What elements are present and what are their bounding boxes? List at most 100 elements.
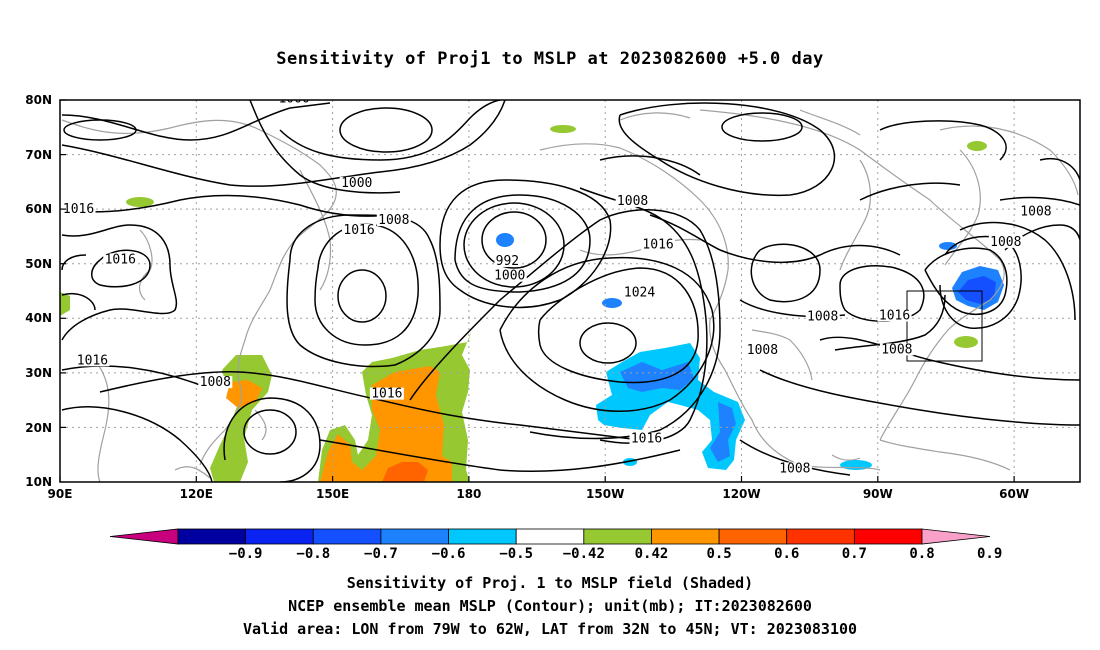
colorbar-swatch: [245, 528, 314, 545]
contour-label: 1008: [777, 461, 812, 476]
caption-line-3: Valid area: LON from 79W to 62W, LAT fro…: [242, 620, 858, 638]
colorbar-label: 0.9: [977, 546, 1002, 562]
colorbar-swatch: [448, 528, 517, 545]
contour-label-text: 1016: [343, 223, 374, 238]
contour-label: 1008: [805, 310, 840, 325]
contour-label-text: 1008: [779, 461, 810, 476]
lat-label: 20N: [25, 421, 52, 435]
lon-label: 120E: [180, 487, 213, 501]
lon-label: 90W: [863, 487, 893, 501]
mslp-contours: [61, 100, 1080, 482]
contour-label-text: 1008: [881, 342, 912, 357]
contour-label: 1016: [629, 431, 664, 446]
contour-label-text: 1016: [63, 202, 94, 217]
axis-ticks: [59, 99, 1015, 482]
contour-label: 1016: [75, 353, 110, 368]
lat-label: 70N: [25, 148, 52, 162]
lat-label: 10N: [25, 475, 52, 489]
colorbar-label: −0.9: [229, 546, 263, 562]
contour-label-text: 1000: [494, 269, 525, 284]
negative-sensitivity-region: [496, 233, 514, 247]
lon-label: 150E: [316, 487, 349, 501]
colorbar-label: −0.7: [364, 546, 398, 562]
lon-label: 90E: [48, 487, 73, 501]
colorbar-arrow-low: [109, 528, 179, 545]
plot-frame: [59, 99, 1081, 483]
contour-label-text: 1016: [879, 309, 910, 324]
contour-label-text: 1024: [624, 286, 655, 301]
lon-label: 180: [456, 487, 481, 501]
colorbar-label: 0.6: [774, 546, 799, 562]
positive-sensitivity-region: [954, 336, 978, 348]
contour-label-text: 1008: [990, 235, 1021, 250]
colorbar-label: −0.42: [563, 546, 605, 562]
colorbar-swatch: [380, 528, 449, 545]
lat-label: 80N: [25, 93, 52, 107]
contour-label: 1008: [745, 343, 780, 358]
negative-sensitivity-region: [620, 362, 694, 392]
negative-sensitivity-region: [710, 402, 736, 462]
colorbar-label: −0.8: [296, 546, 330, 562]
contour-label: 1016: [641, 238, 676, 253]
lat-label: 40N: [25, 311, 52, 325]
lat-label: 50N: [25, 257, 52, 271]
contour-label-text: 1000: [341, 176, 372, 191]
contour-label: 1008: [376, 213, 411, 228]
colorbar-swatch: [515, 528, 585, 545]
contour-label-text: 1008: [617, 194, 648, 209]
contour-label: 1024: [622, 286, 657, 301]
colorbar-label: 0.8: [909, 546, 934, 562]
positive-sensitivity-region: [382, 462, 428, 482]
positive-sensitivity-region: [60, 292, 70, 316]
colorbar-swatch: [312, 528, 382, 545]
contour-label-text: 1016: [105, 252, 136, 267]
colorbar-swatch: [853, 528, 923, 545]
colorbar-label: 0.5: [706, 546, 731, 562]
contour-label: 1016: [877, 309, 912, 324]
colorbar-label: 0.7: [842, 546, 867, 562]
contour-label: 1008: [988, 235, 1023, 250]
contour-label-text: 1008: [378, 213, 409, 228]
contour-label-text: 1008: [807, 310, 838, 325]
lat-label: 30N: [25, 366, 52, 380]
contour-label: 1008: [879, 342, 914, 357]
contour-label-text: 1008: [200, 375, 231, 390]
lon-label: 120W: [722, 487, 760, 501]
latitude-labels: 80N 70N 60N 50N 40N 30N 20N 10N: [25, 93, 52, 489]
positive-sensitivity-region: [320, 366, 452, 482]
contour-label: 1008: [1018, 204, 1053, 219]
lat-label: 60N: [25, 202, 52, 216]
colorbar-swatch: [718, 528, 788, 545]
grid-lines: [60, 100, 1080, 482]
caption-line-2: NCEP ensemble mean MSLP (Contour); unit(…: [288, 597, 812, 615]
colorbar: −0.9 −0.8 −0.7 −0.6 −0.5 −0.42 0.42 0.5 0.6 0.7 0.…: [109, 528, 1002, 562]
contour-label-text: 1016: [77, 353, 108, 368]
positive-sensitivity-region: [967, 141, 987, 151]
contour-label: 1000: [339, 176, 374, 191]
colorbar-swatch: [651, 528, 720, 545]
coastlines: [61, 109, 1079, 482]
contour-label: 1016: [342, 223, 377, 238]
contour-label-text: 1000: [278, 91, 309, 106]
colorbar-arrow-high: [921, 528, 991, 545]
contour-label: 1008: [198, 375, 233, 390]
longitude-labels: 90E 120E 150E 180 150W 120W 90W 60W: [48, 487, 1030, 501]
colorbar-label: −0.5: [499, 546, 533, 562]
contour-label: 992: [494, 254, 521, 269]
contour-label-text: 1016: [371, 387, 402, 402]
colorbar-label: 0.42: [635, 546, 669, 562]
contour-label: 1008: [615, 194, 650, 209]
negative-sensitivity-region: [602, 298, 622, 308]
lon-label: 150W: [586, 487, 624, 501]
contour-label: 1016: [369, 387, 404, 402]
contour-label: 1000: [277, 91, 312, 106]
contour-label-text: 1016: [631, 431, 662, 446]
negative-sensitivity-region: [939, 242, 957, 250]
contour-label: 1000: [492, 269, 527, 284]
colorbar-swatch: [583, 528, 652, 545]
map-title: Sensitivity of Proj1 to MSLP at 20230826…: [276, 49, 824, 69]
negative-sensitivity-region: [958, 276, 996, 304]
contour-label-text: 992: [496, 254, 519, 269]
